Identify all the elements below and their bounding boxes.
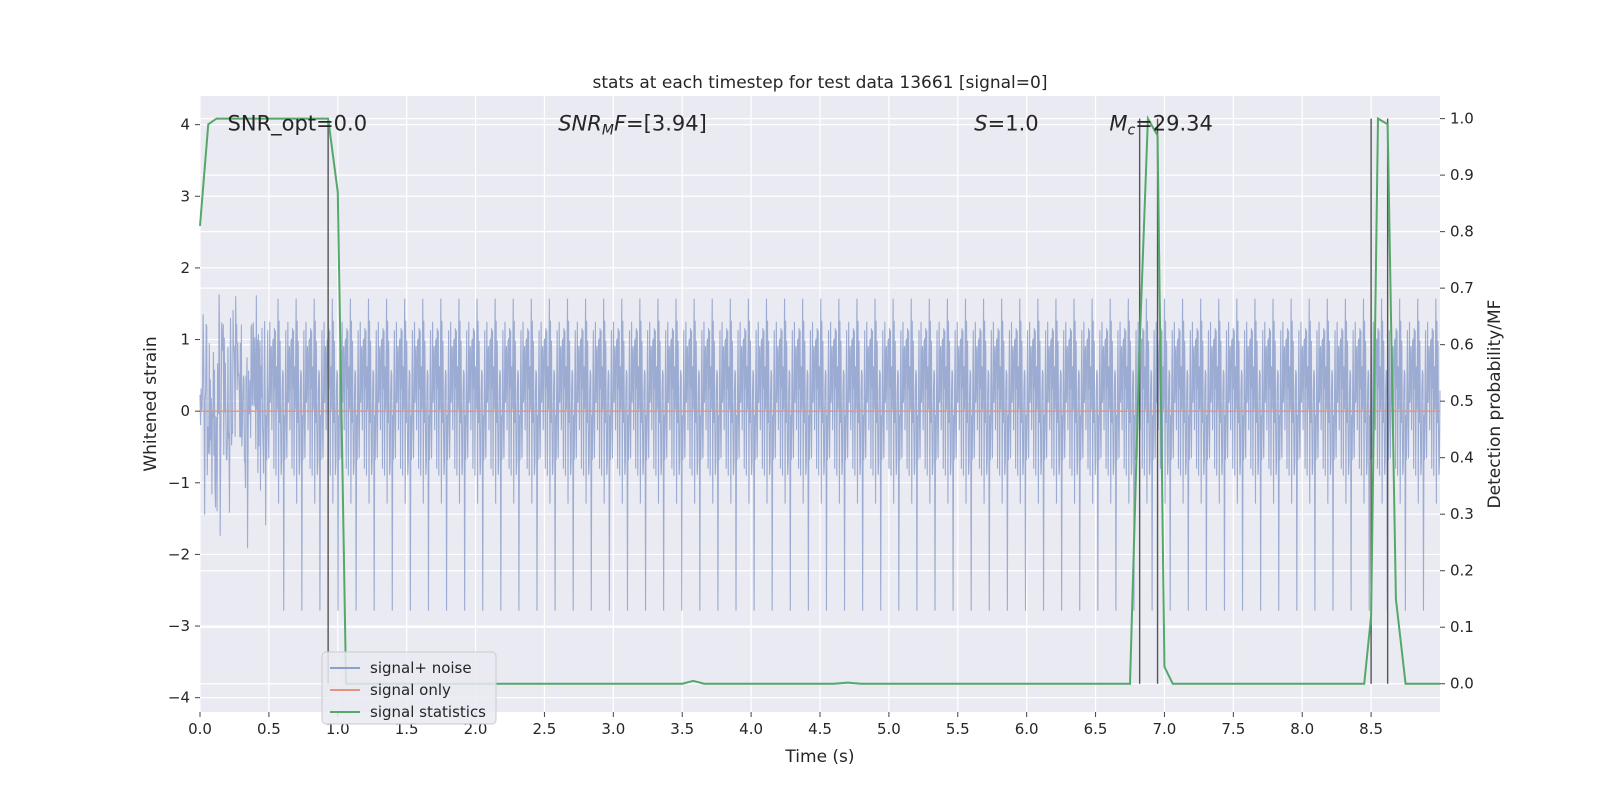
legend-label: signal statistics: [370, 703, 486, 721]
y-tick-label: 2: [180, 259, 190, 277]
x-tick-label: 8.5: [1359, 720, 1383, 738]
annotation-snr-mf-part: F: [614, 112, 627, 136]
annotation-snr-mf: SNRMF=[3.94]: [558, 112, 707, 139]
annotation-s-symbol: S: [974, 112, 987, 136]
y-right-tick-label: 0.9: [1450, 166, 1474, 184]
y-axis-right-label: Detection probability/MF: [1485, 300, 1505, 509]
x-tick-label: 0.5: [257, 720, 281, 738]
y-tick-label: −3: [168, 617, 190, 635]
legend-box: [321, 651, 497, 725]
annotation-snr-opt: SNR_opt=0.0: [228, 112, 368, 137]
chart-title: stats at each timestep for test data 136…: [593, 73, 1048, 93]
signal-statistics-line: [199, 115, 1440, 685]
legend-label: signal+ noise: [370, 659, 472, 677]
x-tick-label: 4.5: [808, 720, 832, 738]
x-tick-label: 3.5: [670, 720, 694, 738]
y-right-tick-label: 0.5: [1450, 392, 1474, 410]
x-tick-label: 7.5: [1221, 720, 1245, 738]
x-tick-label: 5.0: [877, 720, 901, 738]
y-right-tick-label: 0.8: [1450, 223, 1474, 241]
x-tick-label: 7.0: [1153, 720, 1177, 738]
series-signal-noise: [199, 294, 1441, 611]
x-tick-label: 3.0: [601, 720, 625, 738]
x-tick-label: 2.5: [533, 720, 557, 738]
legend: signal+ noise signal only signal statistic…: [321, 651, 497, 725]
x-tick-label: 4.0: [739, 720, 763, 738]
x-tick-label: 6.0: [1015, 720, 1039, 738]
y-tick-label: 1: [180, 331, 190, 349]
x-tick-label: 6.5: [1084, 720, 1108, 738]
y-axis-right-ticks: 0.0 0.1 0.2 0.3 0.4 0.5 0.6 0.7 0.8 0.9 1.0: [1440, 110, 1474, 693]
y-tick-label: 4: [180, 116, 190, 134]
y-tick-label: −1: [168, 474, 190, 492]
x-tick-label: 8.0: [1290, 720, 1314, 738]
y-axis-ticks: −4 −3 −2 −1 0 1 2 3 4: [168, 116, 200, 707]
series-signal-statistics: [199, 115, 1440, 685]
annotation-mc-sub: c: [1127, 123, 1135, 139]
y-right-tick-label: 0.0: [1450, 675, 1474, 693]
y-right-tick-label: 0.6: [1450, 336, 1474, 354]
annotations: SNR_opt=0.0 SNRMF=[3.94] S=1.0 Mc=29.34: [228, 112, 1213, 139]
x-tick-label: 5.5: [946, 720, 970, 738]
y-tick-label: 3: [180, 187, 190, 205]
y-right-tick-label: 0.1: [1450, 618, 1474, 636]
y-axis-label: Whitened strain: [141, 336, 161, 471]
annotation-s: S=1.0: [974, 112, 1038, 136]
annotation-mc-symbol: M: [1109, 112, 1127, 136]
y-right-tick-label: 0.7: [1450, 279, 1474, 297]
y-right-tick-label: 0.3: [1450, 505, 1474, 523]
y-tick-label: −4: [168, 689, 190, 707]
annotation-snr-mf-sub: M: [602, 123, 614, 139]
y-right-tick-label: 0.2: [1450, 562, 1474, 580]
legend-label: signal only: [370, 681, 451, 699]
annotation-snr-mf-part: SNR: [558, 112, 602, 136]
y-tick-label: 0: [180, 402, 190, 420]
x-tick-label: 0.0: [188, 720, 212, 738]
annotation-s-value: =1.0: [988, 112, 1039, 136]
annotation-snr-mf-value: =[3.94]: [626, 112, 707, 136]
x-axis-label: Time (s): [784, 747, 854, 767]
y-right-tick-label: 0.4: [1450, 449, 1474, 467]
annotation-mc-value: =29.34: [1135, 112, 1213, 136]
y-right-tick-label: 1.0: [1450, 110, 1474, 128]
y-tick-label: −2: [168, 545, 190, 563]
noise-trace: [199, 294, 1441, 611]
annotation-mc: Mc=29.34: [1109, 112, 1213, 139]
